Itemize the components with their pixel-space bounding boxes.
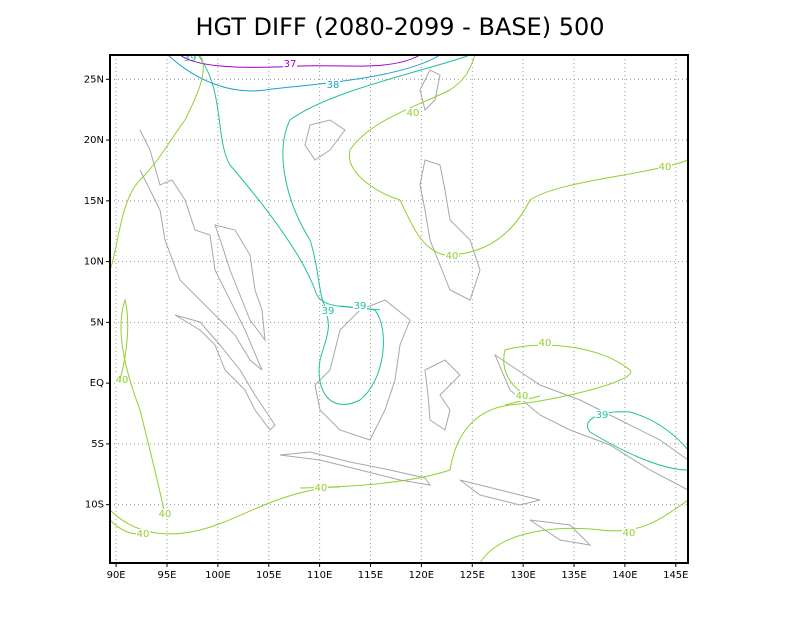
x-tick-label: 135E xyxy=(561,570,586,581)
x-tick-label: 125E xyxy=(460,570,485,581)
y-tick-label: 25N xyxy=(84,74,104,85)
y-tick-label: EQ xyxy=(90,378,104,389)
contour-label: 38 xyxy=(327,80,340,91)
label-bg xyxy=(595,410,609,420)
contour-line xyxy=(179,54,421,68)
plot-frame xyxy=(109,54,689,564)
y-tick-label: 15N xyxy=(84,196,104,207)
contour-line xyxy=(109,54,204,271)
label-bg xyxy=(314,483,328,493)
contour-line xyxy=(348,54,689,256)
coastlines xyxy=(139,69,689,546)
contour-label: 39 xyxy=(184,53,197,64)
label-bg xyxy=(445,251,459,261)
x-tick-label: 105E xyxy=(256,570,281,581)
contour-label: 40 xyxy=(446,251,459,262)
label-bg xyxy=(326,80,340,90)
label-bg xyxy=(515,391,529,401)
label-bg xyxy=(353,301,367,311)
x-tick-label: 95E xyxy=(157,570,176,581)
label-bg xyxy=(183,53,197,63)
x-tick-label: 110E xyxy=(307,570,332,581)
x-tick-label: 140E xyxy=(612,570,637,581)
contour-line xyxy=(119,298,166,516)
label-bg xyxy=(158,509,172,519)
x-tick-label: 90E xyxy=(107,570,126,581)
contour-label: 40 xyxy=(659,162,672,173)
y-tick-label: 20N xyxy=(84,135,104,146)
contour-label: 40 xyxy=(137,529,150,540)
label-bg xyxy=(622,528,636,538)
contour-line xyxy=(109,344,632,535)
x-tick-label: 100E xyxy=(205,570,230,581)
x-tick-label: 120E xyxy=(409,570,434,581)
y-tick-label: 5S xyxy=(91,439,104,450)
contour-line xyxy=(282,54,471,312)
y-tick-label: 10N xyxy=(84,257,104,268)
contour-label: 40 xyxy=(116,375,129,386)
chart-title: HGT DIFF (2080-2099 - BASE) 500 xyxy=(195,13,604,41)
x-tick-label: 115E xyxy=(358,570,383,581)
contour-label: 40 xyxy=(623,528,636,539)
contour-line xyxy=(587,411,689,471)
y-tick-label: 10S xyxy=(85,500,104,511)
x-tick-label: 145E xyxy=(663,570,688,581)
label-bg xyxy=(136,529,150,539)
label-bg xyxy=(115,375,129,385)
contour-label: 39 xyxy=(354,301,367,312)
contour-label: 37 xyxy=(284,59,297,70)
label-bg xyxy=(658,162,672,172)
label-bg xyxy=(406,108,420,118)
contour-line xyxy=(479,499,689,564)
contour-label: 40 xyxy=(315,483,328,494)
label-bg xyxy=(283,59,297,69)
label-bg xyxy=(321,306,335,316)
contour-label: 40 xyxy=(159,509,172,520)
contour-label: 40 xyxy=(516,391,529,402)
label-bg xyxy=(538,338,552,348)
contour-label: 40 xyxy=(407,108,420,119)
contour-line xyxy=(167,54,441,92)
contour-label: 40 xyxy=(539,338,552,349)
contour-label: 39 xyxy=(322,306,335,317)
contour-label: 39 xyxy=(596,410,609,421)
x-tick-label: 130E xyxy=(510,570,535,581)
y-tick-label: 5N xyxy=(90,317,104,328)
